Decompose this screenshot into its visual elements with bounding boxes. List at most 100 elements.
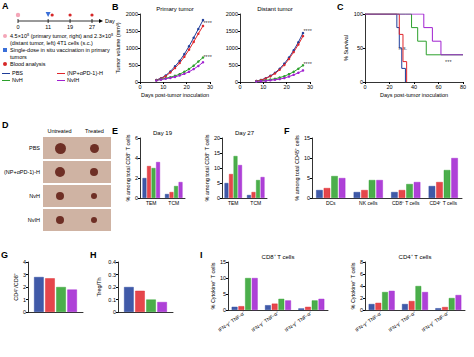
svg-text:1500: 1500 — [126, 28, 138, 34]
svg-text:11: 11 — [45, 24, 51, 30]
svg-text:% Cytokine⁺ T cells: % Cytokine⁺ T cells — [210, 262, 216, 309]
svg-text:1000: 1000 — [226, 45, 238, 51]
svg-text:80: 80 — [460, 84, 466, 90]
svg-text:NK cells: NK cells — [359, 200, 378, 206]
svg-text:0: 0 — [223, 307, 226, 313]
svg-text:CD4⁺ T cells: CD4⁺ T cells — [429, 200, 457, 206]
svg-text:10: 10 — [304, 155, 310, 161]
svg-text:Tumor volume (mm³): Tumor volume (mm³) — [115, 22, 121, 73]
svg-text:****: **** — [203, 20, 212, 26]
svg-text:Day 27: Day 27 — [235, 130, 255, 136]
svg-text:0: 0 — [363, 84, 366, 90]
svg-text:Primary tumor: Primary tumor — [156, 6, 194, 12]
svg-text:E: E — [112, 126, 118, 136]
svg-text:3: 3 — [23, 272, 26, 278]
svg-text:0: 0 — [135, 195, 138, 201]
svg-text:0: 0 — [217, 195, 220, 201]
svg-text:IFN-γ⁺ TNF-α⁺: IFN-γ⁺ TNF-α⁺ — [283, 310, 313, 333]
svg-text:30: 30 — [307, 84, 313, 90]
svg-text:6: 6 — [135, 135, 138, 141]
svg-text:20: 20 — [184, 84, 190, 90]
svg-text:****: **** — [303, 28, 312, 34]
svg-text:CD8⁺ T cells: CD8⁺ T cells — [262, 254, 295, 260]
svg-text:20: 20 — [214, 135, 220, 141]
svg-text:****: **** — [303, 61, 312, 67]
svg-text:4: 4 — [135, 155, 138, 161]
svg-text:500: 500 — [129, 62, 138, 68]
svg-text:TCM: TCM — [250, 200, 261, 206]
svg-text:CD8⁺ T cells: CD8⁺ T cells — [392, 200, 420, 206]
svg-text:10: 10 — [220, 275, 226, 281]
svg-text:CD4⁺ T cells: CD4⁺ T cells — [399, 254, 432, 260]
svg-text:2: 2 — [23, 284, 26, 290]
svg-text:C: C — [337, 2, 344, 12]
svg-text:10: 10 — [160, 84, 166, 90]
svg-text:0: 0 — [360, 307, 363, 313]
svg-text:2: 2 — [360, 295, 363, 301]
svg-text:5: 5 — [223, 291, 226, 297]
svg-text:0: 0 — [113, 309, 116, 315]
svg-text:0.1: 0.1 — [108, 297, 116, 303]
svg-text:% Cytokine⁺ T cells: % Cytokine⁺ T cells — [350, 262, 356, 309]
svg-text:10: 10 — [260, 84, 266, 90]
svg-text:IFN-γ⁺ TNF-α⁻: IFN-γ⁺ TNF-α⁻ — [354, 310, 384, 333]
svg-text:I: I — [200, 250, 203, 260]
svg-text:% among total CD8⁺ T cells: % among total CD8⁺ T cells — [204, 134, 210, 201]
svg-text:15: 15 — [220, 259, 226, 265]
svg-text:19: 19 — [67, 24, 73, 30]
svg-text:0: 0 — [23, 309, 26, 315]
svg-text:IFN-γ⁻ TNF-α⁺: IFN-γ⁻ TNF-α⁺ — [250, 310, 280, 333]
svg-text:IFN-γ⁺ TNF-α⁺: IFN-γ⁺ TNF-α⁺ — [420, 310, 450, 333]
svg-text:DCs: DCs — [326, 200, 336, 206]
svg-text:Day: Day — [105, 18, 115, 24]
svg-text:50: 50 — [357, 45, 363, 51]
svg-text:0: 0 — [138, 84, 141, 90]
svg-text:15: 15 — [304, 135, 310, 141]
svg-text:F: F — [284, 126, 290, 136]
svg-text:***: *** — [445, 59, 452, 65]
svg-text:Day 19: Day 19 — [153, 130, 173, 136]
svg-text:0: 0 — [238, 84, 241, 90]
svg-text:60: 60 — [435, 84, 441, 90]
svg-text:% among total CD8⁺ T cells: % among total CD8⁺ T cells — [125, 134, 131, 201]
svg-text:8: 8 — [360, 259, 363, 265]
svg-text:4: 4 — [360, 283, 363, 289]
svg-text:30: 30 — [207, 84, 213, 90]
svg-text:5: 5 — [217, 180, 220, 186]
svg-text:H: H — [90, 250, 97, 260]
svg-text:****: **** — [203, 54, 212, 60]
svg-text:IFN-γ⁺ TNF-α⁻: IFN-γ⁺ TNF-α⁻ — [217, 310, 247, 333]
svg-text:27: 27 — [89, 24, 95, 30]
svg-text:4: 4 — [23, 259, 26, 265]
svg-text:0.4: 0.4 — [108, 259, 116, 265]
svg-text:0: 0 — [307, 195, 310, 201]
svg-text:TCM: TCM — [168, 200, 179, 206]
svg-text:TEM: TEM — [146, 200, 157, 206]
svg-text:15: 15 — [214, 150, 220, 156]
svg-text:TEM: TEM — [228, 200, 239, 206]
svg-text:Treg/Th: Treg/Th — [96, 277, 102, 296]
svg-text:% Survival: % Survival — [343, 35, 349, 61]
svg-text:B: B — [112, 2, 119, 12]
svg-text:6: 6 — [360, 271, 363, 277]
svg-text:1: 1 — [23, 297, 26, 303]
svg-text:0.3: 0.3 — [108, 272, 116, 278]
svg-text:G: G — [1, 250, 8, 260]
svg-text:CD4⁺/CD8⁺: CD4⁺/CD8⁺ — [13, 273, 19, 301]
svg-text:0.2: 0.2 — [108, 284, 116, 290]
svg-text:500: 500 — [229, 62, 238, 68]
svg-text:5: 5 — [307, 175, 310, 181]
svg-text:20: 20 — [284, 84, 290, 90]
svg-text:Distant tumor: Distant tumor — [257, 6, 293, 12]
svg-text:IFN-γ⁻ TNF-α⁺: IFN-γ⁻ TNF-α⁺ — [387, 310, 417, 333]
svg-text:40: 40 — [411, 84, 417, 90]
svg-text:% among total CD45⁺ cells: % among total CD45⁺ cells — [294, 135, 300, 201]
svg-text:2: 2 — [135, 175, 138, 181]
svg-text:20: 20 — [386, 84, 392, 90]
svg-text:2000: 2000 — [226, 11, 238, 17]
svg-text:1000: 1000 — [126, 45, 138, 51]
svg-text:10: 10 — [214, 165, 220, 171]
svg-text:1500: 1500 — [226, 28, 238, 34]
svg-text:Days post-tumor inoculation: Days post-tumor inoculation — [141, 92, 209, 98]
svg-text:Days post-tumor inoculation: Days post-tumor inoculation — [380, 92, 448, 98]
